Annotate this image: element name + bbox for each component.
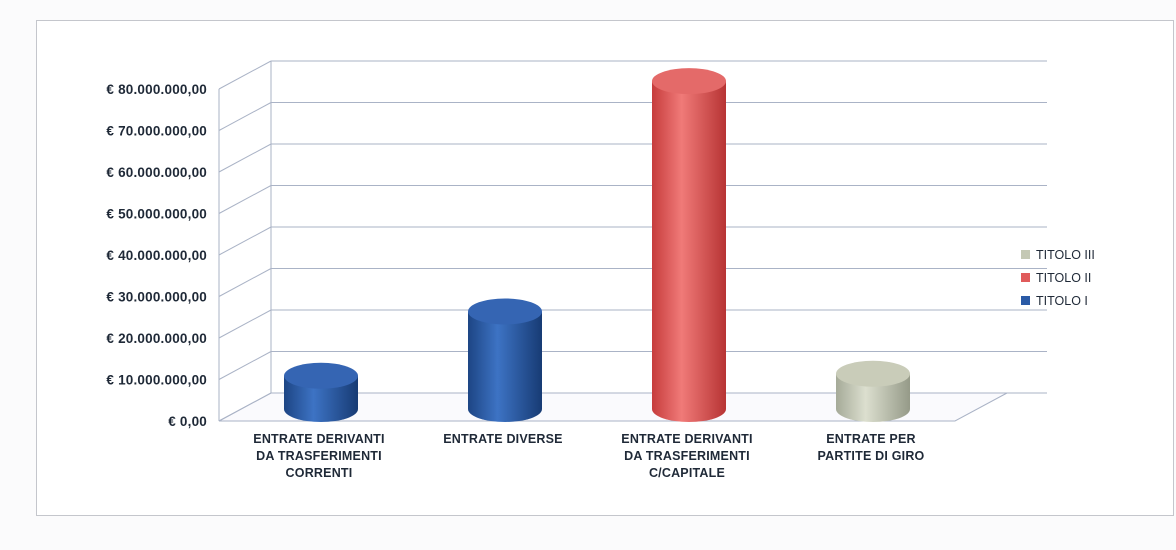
y-tick-label: € 50.000.000,00	[106, 207, 207, 222]
legend-swatch	[1021, 273, 1030, 282]
bar-titolo-i	[284, 375, 358, 422]
x-category-label-line: DA TRASFERIMENTI	[624, 449, 750, 463]
x-category-label-line: ENTRATE DIVERSE	[443, 432, 562, 446]
x-category-label: ENTRATE DERIVANTI DA TRASFERIMENTI CORRENT…	[253, 432, 384, 480]
x-category-label-line: ENTRATE DERIVANTI	[621, 432, 752, 446]
bar-titolo-i	[468, 311, 542, 422]
chart-frame: € 0,00 € 10.000.000,00 € 20.000.000,00 € 30…	[36, 20, 1174, 516]
y-tick-label: € 10.000.000,00	[106, 373, 207, 388]
gridline-side	[218, 226, 272, 256]
bar-titolo-iii	[836, 373, 910, 422]
y-tick-label: € 80.000.000,00	[106, 82, 207, 97]
gridline-side	[218, 185, 272, 214]
legend: TITOLO III TITOLO II TITOLO I	[1021, 248, 1095, 308]
legend-swatch	[1021, 250, 1030, 259]
x-category-label-line: PARTITE DI GIRO	[818, 449, 925, 463]
x-category-label-line: DA TRASFERIMENTI	[256, 449, 382, 463]
legend-label: TITOLO I	[1036, 294, 1088, 308]
y-axis: € 0,00 € 10.000.000,00 € 20.000.000,00 € 30…	[106, 82, 207, 429]
gridline-side	[218, 143, 272, 173]
y-tick-label: € 0,00	[168, 414, 207, 429]
y-tick-label: € 30.000.000,00	[106, 290, 207, 305]
x-category-label-line: CORRENTI	[286, 466, 353, 480]
bar-top-titolo-ii	[652, 68, 726, 95]
gridline-side	[218, 309, 272, 339]
x-category-label: ENTRATE DERIVANTI DA TRASFERIMENTI C/CAPIT…	[621, 432, 752, 480]
legend-label: TITOLO III	[1036, 248, 1095, 262]
gridline-side	[218, 268, 272, 297]
x-category-label-line: C/CAPITALE	[649, 466, 725, 480]
bars	[284, 68, 910, 423]
legend-label: TITOLO II	[1036, 271, 1091, 285]
gridline-side	[218, 392, 272, 422]
bar-top-titolo-i	[284, 362, 358, 389]
y-tick-label: € 20.000.000,00	[106, 331, 207, 346]
y-tick-label: € 70.000.000,00	[106, 124, 207, 139]
y-tick-label: € 40.000.000,00	[106, 248, 207, 263]
x-category-label-line: ENTRATE DERIVANTI	[253, 432, 384, 446]
bar-top-titolo-i	[468, 298, 542, 325]
bar-top-titolo-iii	[836, 360, 910, 387]
gridline-side	[218, 102, 272, 131]
gridline-side	[218, 351, 272, 380]
chart-svg: € 0,00 € 10.000.000,00 € 20.000.000,00 € 30…	[106, 60, 1095, 480]
legend-swatch	[1021, 296, 1030, 305]
x-category-label: ENTRATE DIVERSE	[443, 432, 562, 446]
x-axis-labels: ENTRATE DERIVANTI DA TRASFERIMENTI CORRENT…	[253, 432, 924, 480]
bar-titolo-ii	[652, 81, 726, 423]
x-category-label-line: ENTRATE PER	[826, 432, 915, 446]
gridline-side	[218, 60, 272, 90]
y-tick-label: € 60.000.000,00	[106, 165, 207, 180]
x-category-label: ENTRATE PER PARTITE DI GIRO	[818, 432, 925, 463]
